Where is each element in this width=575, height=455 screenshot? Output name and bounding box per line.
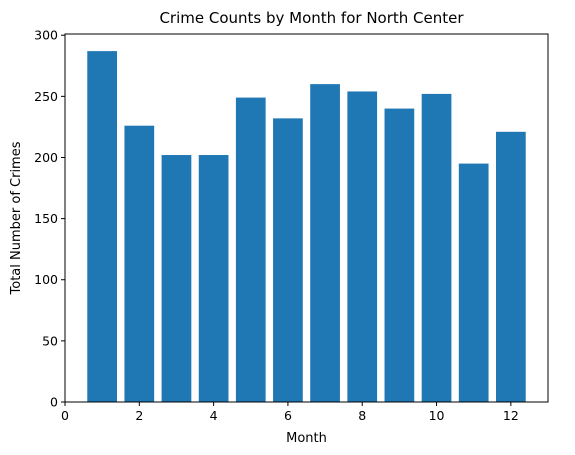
chart-title: Crime Counts by Month for North Center [159, 9, 464, 27]
bar-month-7 [310, 84, 340, 402]
bar-month-3 [161, 155, 192, 402]
y-tick-label: 200 [34, 150, 58, 165]
x-tick-label: 0 [61, 408, 69, 423]
x-axis-ticks: 0 2 4 6 8 10 12 [61, 402, 519, 423]
x-tick-label: 8 [358, 408, 366, 423]
x-tick-label: 2 [135, 408, 143, 423]
bar-month-5 [235, 97, 266, 402]
y-axis-label: Total Number of Crimes [9, 141, 24, 295]
bar-month-9 [384, 108, 415, 403]
bar-month-8 [347, 91, 378, 402]
bar-month-2 [124, 125, 155, 403]
x-tick-label: 12 [503, 408, 519, 423]
y-tick-label: 300 [34, 28, 58, 43]
y-tick-label: 150 [34, 211, 58, 226]
y-tick-label: 100 [34, 272, 58, 287]
y-tick-label: 250 [34, 89, 58, 104]
x-tick-label: 10 [429, 408, 445, 423]
x-axis-label: Month [286, 431, 327, 446]
bar-month-1 [87, 51, 118, 403]
bar-month-6 [273, 118, 303, 403]
x-tick-label: 4 [210, 408, 218, 423]
y-tick-label: 0 [50, 395, 58, 410]
bar-month-10 [421, 93, 452, 402]
plot-frame [64, 33, 549, 403]
bar-month-11 [458, 163, 489, 402]
x-tick-label: 6 [284, 408, 292, 423]
y-axis-ticks: 0 50 100 150 200 250 300 [34, 28, 65, 410]
bar-month-12 [495, 131, 526, 402]
y-tick-label: 50 [42, 333, 58, 348]
bar-month-4 [198, 155, 229, 402]
bars-group [87, 51, 526, 403]
